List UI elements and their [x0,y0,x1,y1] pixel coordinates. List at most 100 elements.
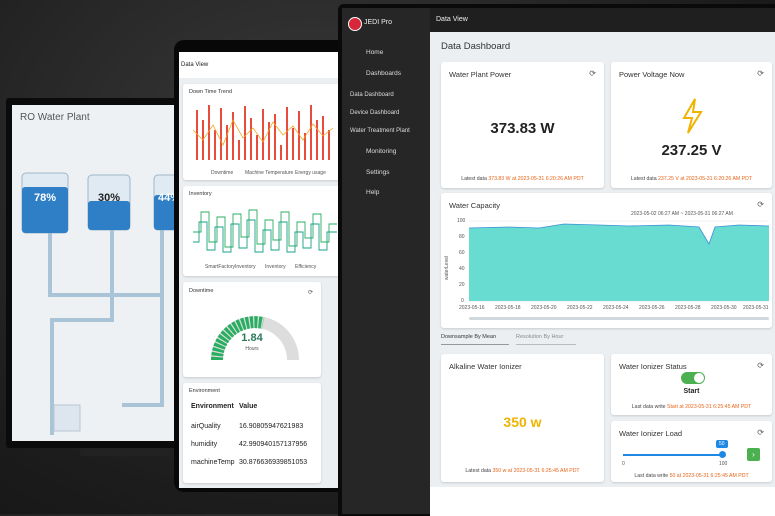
legend-item: Energy usage [295,170,326,176]
power-card: Water Plant Power ⟳ 373.83 W Latest data… [441,62,604,188]
resolution-select[interactable]: Resolution By Hour [516,334,576,345]
card-title: Water Plant Power [449,70,512,79]
table-cell: humidity [191,441,218,448]
toggle-knob [694,373,704,383]
alkaline-card: Alkaline Water Ionizer 350 w Latest data… [441,354,604,482]
footer-label: Last data write [631,404,666,410]
laptop: JEDI Pro Home Dashboards Data Dashboard … [338,4,775,516]
page-title: Data Dashboard [441,41,511,52]
footer-label: Latest data [630,176,657,182]
menu-item[interactable]: Settings [366,169,390,176]
x-tick-label: 2023-05-30 [711,305,737,311]
legend-item: Inventory [265,264,286,270]
refresh-button[interactable]: ⟳ [757,428,764,437]
table-header: Value [239,403,258,410]
trend-chart [193,105,334,160]
tablet-header-title: Data View [181,62,209,68]
alkaline-value: 350 w [503,414,542,430]
slider-track[interactable] [623,454,721,456]
downsample-select[interactable]: Downsample By Mean [441,334,509,345]
x-tick-label: 2023-05-16 [459,305,485,311]
gauge-unit: Hours [245,346,259,352]
refresh-button[interactable]: ⟳ [757,200,764,209]
footer-label: Last data write [634,473,669,479]
voltage-card: Power Voltage Now ⟳ 237.25 V Latest data… [611,62,772,188]
tablet-screen: Data View Down Time Trend Downtime Machi… [179,52,345,488]
inventory-card: Inventory SmartFactoryInventory Inventor… [183,186,341,276]
environment-card: Environment Environment Value airQuality… [183,383,321,483]
footer-detail: 50 at 2023-05-31 6:25:45 AM PDT [669,473,749,479]
downtime-card: Downtime ⟳ 1.84 Hours [183,282,321,377]
card-title: Water Ionizer Status [619,362,687,371]
card-footer: Latest data 237.25 V at 2023-05-31 6:20:… [611,176,772,182]
monitor-title: RO Water Plant [20,112,90,123]
slider-thumb[interactable] [719,451,726,458]
capacity-chart [469,220,769,302]
footer-detail: 373.83 W at 2023-05-31 6:20:26 AM PDT [488,176,584,182]
y-axis-label: waterLevel [444,255,451,281]
status-state: Start [683,388,700,395]
downtime-gauge [211,316,299,361]
slider-max: 100 [719,461,728,467]
card-footer: Latest data 373.83 W at 2023-05-31 6:20:… [441,176,604,182]
monitor-stand [80,448,170,456]
y-tick-label: 60 [459,250,465,256]
slider-value: 50 [716,440,728,448]
y-tick-label: 80 [459,234,465,240]
refresh-button[interactable]: ⟳ [757,69,764,78]
sidebar: JEDI Pro Home Dashboards Data Dashboard … [342,8,430,514]
refresh-button[interactable]: ⟳ [307,290,313,296]
range-label: 2023-05-02 06:27 AM ~ 2023-05-31 06:27 A… [631,211,733,217]
menu-item[interactable]: Monitoring [366,148,397,155]
card-title: Down Time Trend [189,89,233,95]
y-tick-label: 40 [459,266,465,272]
y-tick-label: 20 [459,282,465,288]
legend-item: SmartFactoryInventory [205,264,256,270]
card-title: Alkaline Water Ionizer [449,362,522,371]
status-card: Water Ionizer Status ⟳ Start Last data w… [611,354,772,415]
card-footer: Last data write 50 at 2023-05-31 6:25:45… [611,473,772,479]
x-tick-label: 2023-05-26 [639,305,665,311]
card-title: Downtime [189,288,214,294]
main: Data Dashboard Water Plant Power ⟳ 373.8… [430,32,775,516]
voltage-value: 237.25 V [661,142,722,159]
footer-detail: 350 w at 2023-05-31 6:25:45 AM PDT [492,468,580,474]
table-cell: 16.90805947621983 [239,423,304,430]
gauge-value: 1.84 [241,332,263,344]
tablet-header: Data View [179,52,345,78]
y-tick-label: 100 [457,218,466,224]
logo [348,17,362,31]
menu-item[interactable]: Data Dashboard [350,92,394,98]
menu-item[interactable]: Dashboards [366,70,402,77]
table-cell: machineTemp [191,459,235,466]
refresh-button[interactable]: ⟳ [757,361,764,370]
topbar: Data View [430,8,775,32]
brand: JEDI Pro [364,19,393,26]
card-title: Water Ionizer Load [619,429,683,438]
table-header: Environment [191,403,234,410]
range-slider[interactable] [469,317,769,320]
refresh-button[interactable]: ⟳ [589,69,596,78]
menu-item[interactable]: Home [366,49,384,56]
bottom-area [430,487,775,516]
menu-item[interactable]: Water Treatment Plant [350,128,410,134]
legend-item: Efficiency [295,264,317,270]
card-title: Environment [189,388,220,394]
submit-button[interactable]: › [747,448,760,461]
downtime-trend-card: Down Time Trend Downtime Machine Tempera… [183,84,341,180]
slider-min: 0 [622,461,625,467]
x-tick-label: 2023-05-28 [675,305,701,311]
menu-item[interactable]: Device Dashboard [350,110,400,116]
tank-level: 30% [97,192,121,204]
toggle[interactable] [681,372,705,384]
legend-item: Downtime [211,170,234,176]
footer-label: Latest data [461,176,487,182]
x-tick-label: 2023-05-31 [743,305,769,311]
power-value: 373.83 W [490,120,555,137]
table-cell: airQuality [191,423,221,430]
card-footer: Latest data 350 w at 2023-05-31 6:25:45 … [441,468,604,474]
menu-item[interactable]: Help [366,189,380,196]
footer-detail: 237.25 V at 2023-05-31 6:20:26 AM PDT [658,176,753,182]
tank-level: 44% [158,192,176,204]
